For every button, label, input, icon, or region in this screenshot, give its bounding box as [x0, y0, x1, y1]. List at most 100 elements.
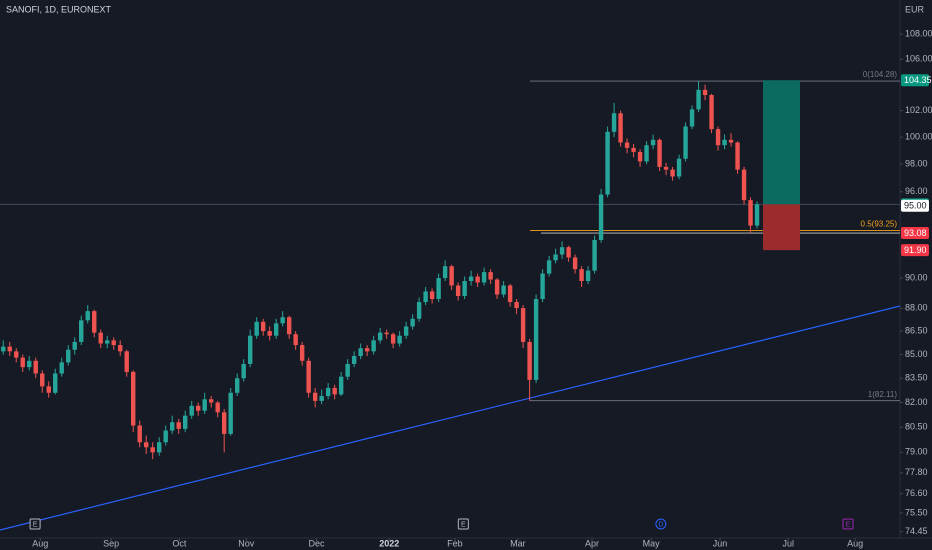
candle-body	[468, 276, 474, 282]
candle-body	[598, 194, 604, 240]
candle-body	[429, 291, 435, 300]
candle-body	[611, 113, 617, 132]
candle-body	[605, 131, 610, 195]
candle-body	[449, 266, 454, 286]
candle-body	[176, 422, 181, 429]
candle-body	[273, 323, 279, 336]
candle-body	[657, 139, 662, 167]
candle-body	[1, 346, 6, 352]
candle-body	[312, 392, 318, 401]
candle-body	[221, 412, 227, 434]
candle-body	[410, 318, 415, 327]
candle-body	[423, 291, 428, 303]
candle-body	[144, 442, 149, 448]
fib-label: 0.5(93.25)	[861, 220, 898, 229]
candle-body	[293, 334, 298, 346]
price-tag-label: 95.00	[904, 201, 927, 211]
symbol-title: SANOFI, 1D, EURONEXT	[6, 4, 112, 14]
candle-body	[33, 360, 38, 374]
candle-body	[663, 166, 669, 170]
candle-body	[572, 257, 578, 270]
candle-body	[20, 357, 25, 368]
candle-body	[631, 147, 636, 152]
candle-body	[702, 89, 708, 96]
candle-body	[533, 299, 539, 380]
y-tick-label: 83.50	[905, 373, 928, 383]
currency: EUR	[905, 4, 925, 14]
event-marker	[655, 518, 667, 530]
candle-body	[624, 142, 630, 148]
y-tick-label: 102.00	[905, 105, 932, 115]
event-marker	[842, 518, 854, 530]
x-tick-label: Aug	[847, 538, 863, 548]
candle-body	[442, 266, 448, 279]
candle-body	[131, 371, 136, 426]
candle-body	[566, 247, 571, 258]
candle-body	[137, 425, 142, 443]
candle-body	[546, 260, 552, 274]
candle-body	[79, 320, 84, 342]
candle-body	[319, 396, 324, 401]
y-tick-label: 79.00	[905, 447, 928, 457]
x-tick-label: Aug	[32, 538, 48, 548]
candle-body	[260, 321, 266, 332]
y-tick-label: 108.00	[905, 29, 932, 39]
candle-body	[105, 340, 110, 344]
event-marker	[457, 518, 469, 530]
candle-body	[208, 399, 214, 403]
candle-body	[683, 126, 688, 159]
x-tick-label: Mar	[510, 538, 526, 548]
y-tick-label: 76.60	[905, 488, 928, 498]
candle-body	[338, 376, 344, 395]
candle-body	[754, 204, 760, 226]
candle-body	[72, 341, 77, 350]
candle-body	[475, 276, 480, 283]
x-tick-label: Jul	[782, 538, 794, 548]
candle-body	[124, 351, 129, 372]
candle-body	[332, 387, 337, 395]
candle-body	[559, 247, 565, 255]
candle-body	[618, 113, 623, 143]
candle-body	[85, 311, 90, 321]
price-tag-label: 91.90	[904, 245, 927, 255]
candle-body	[455, 285, 461, 296]
event-label: E	[33, 521, 38, 528]
candle-body	[358, 348, 363, 357]
candle-body	[306, 360, 311, 393]
candle-body	[735, 142, 740, 170]
candle-body	[215, 402, 220, 413]
y-tick-label: 77.80	[905, 467, 928, 477]
candle-body	[384, 332, 389, 335]
x-tick-label: Apr	[585, 538, 599, 548]
event-label: E	[846, 521, 851, 528]
candle-body	[527, 341, 532, 380]
candle-body	[46, 386, 51, 393]
candle-body	[748, 200, 753, 226]
candle-body	[98, 332, 103, 344]
candle-body	[189, 405, 194, 416]
candle-body	[637, 151, 643, 162]
price-tag-label: 104.35	[904, 75, 932, 85]
candle-body	[7, 346, 12, 352]
candle-body	[351, 356, 357, 364]
candle-body	[689, 109, 695, 127]
candle-body	[436, 278, 441, 300]
y-tick-label: 106.00	[905, 54, 932, 64]
candle-body	[514, 302, 519, 309]
candle-body	[182, 415, 188, 429]
y-tick-label: 88.00	[905, 302, 928, 312]
candle-body	[520, 308, 526, 342]
candle-body	[416, 302, 422, 319]
trend-line	[0, 305, 901, 531]
candle-body	[111, 340, 116, 346]
price-tag	[901, 74, 929, 87]
y-tick-label: 85.00	[905, 349, 928, 359]
candle-body	[234, 378, 240, 393]
candle-body	[202, 399, 207, 411]
event-marker	[29, 518, 41, 530]
candle-body	[286, 317, 292, 335]
candle-body	[59, 362, 64, 374]
x-tick-label: Sep	[103, 538, 119, 548]
candle-body	[579, 269, 584, 282]
